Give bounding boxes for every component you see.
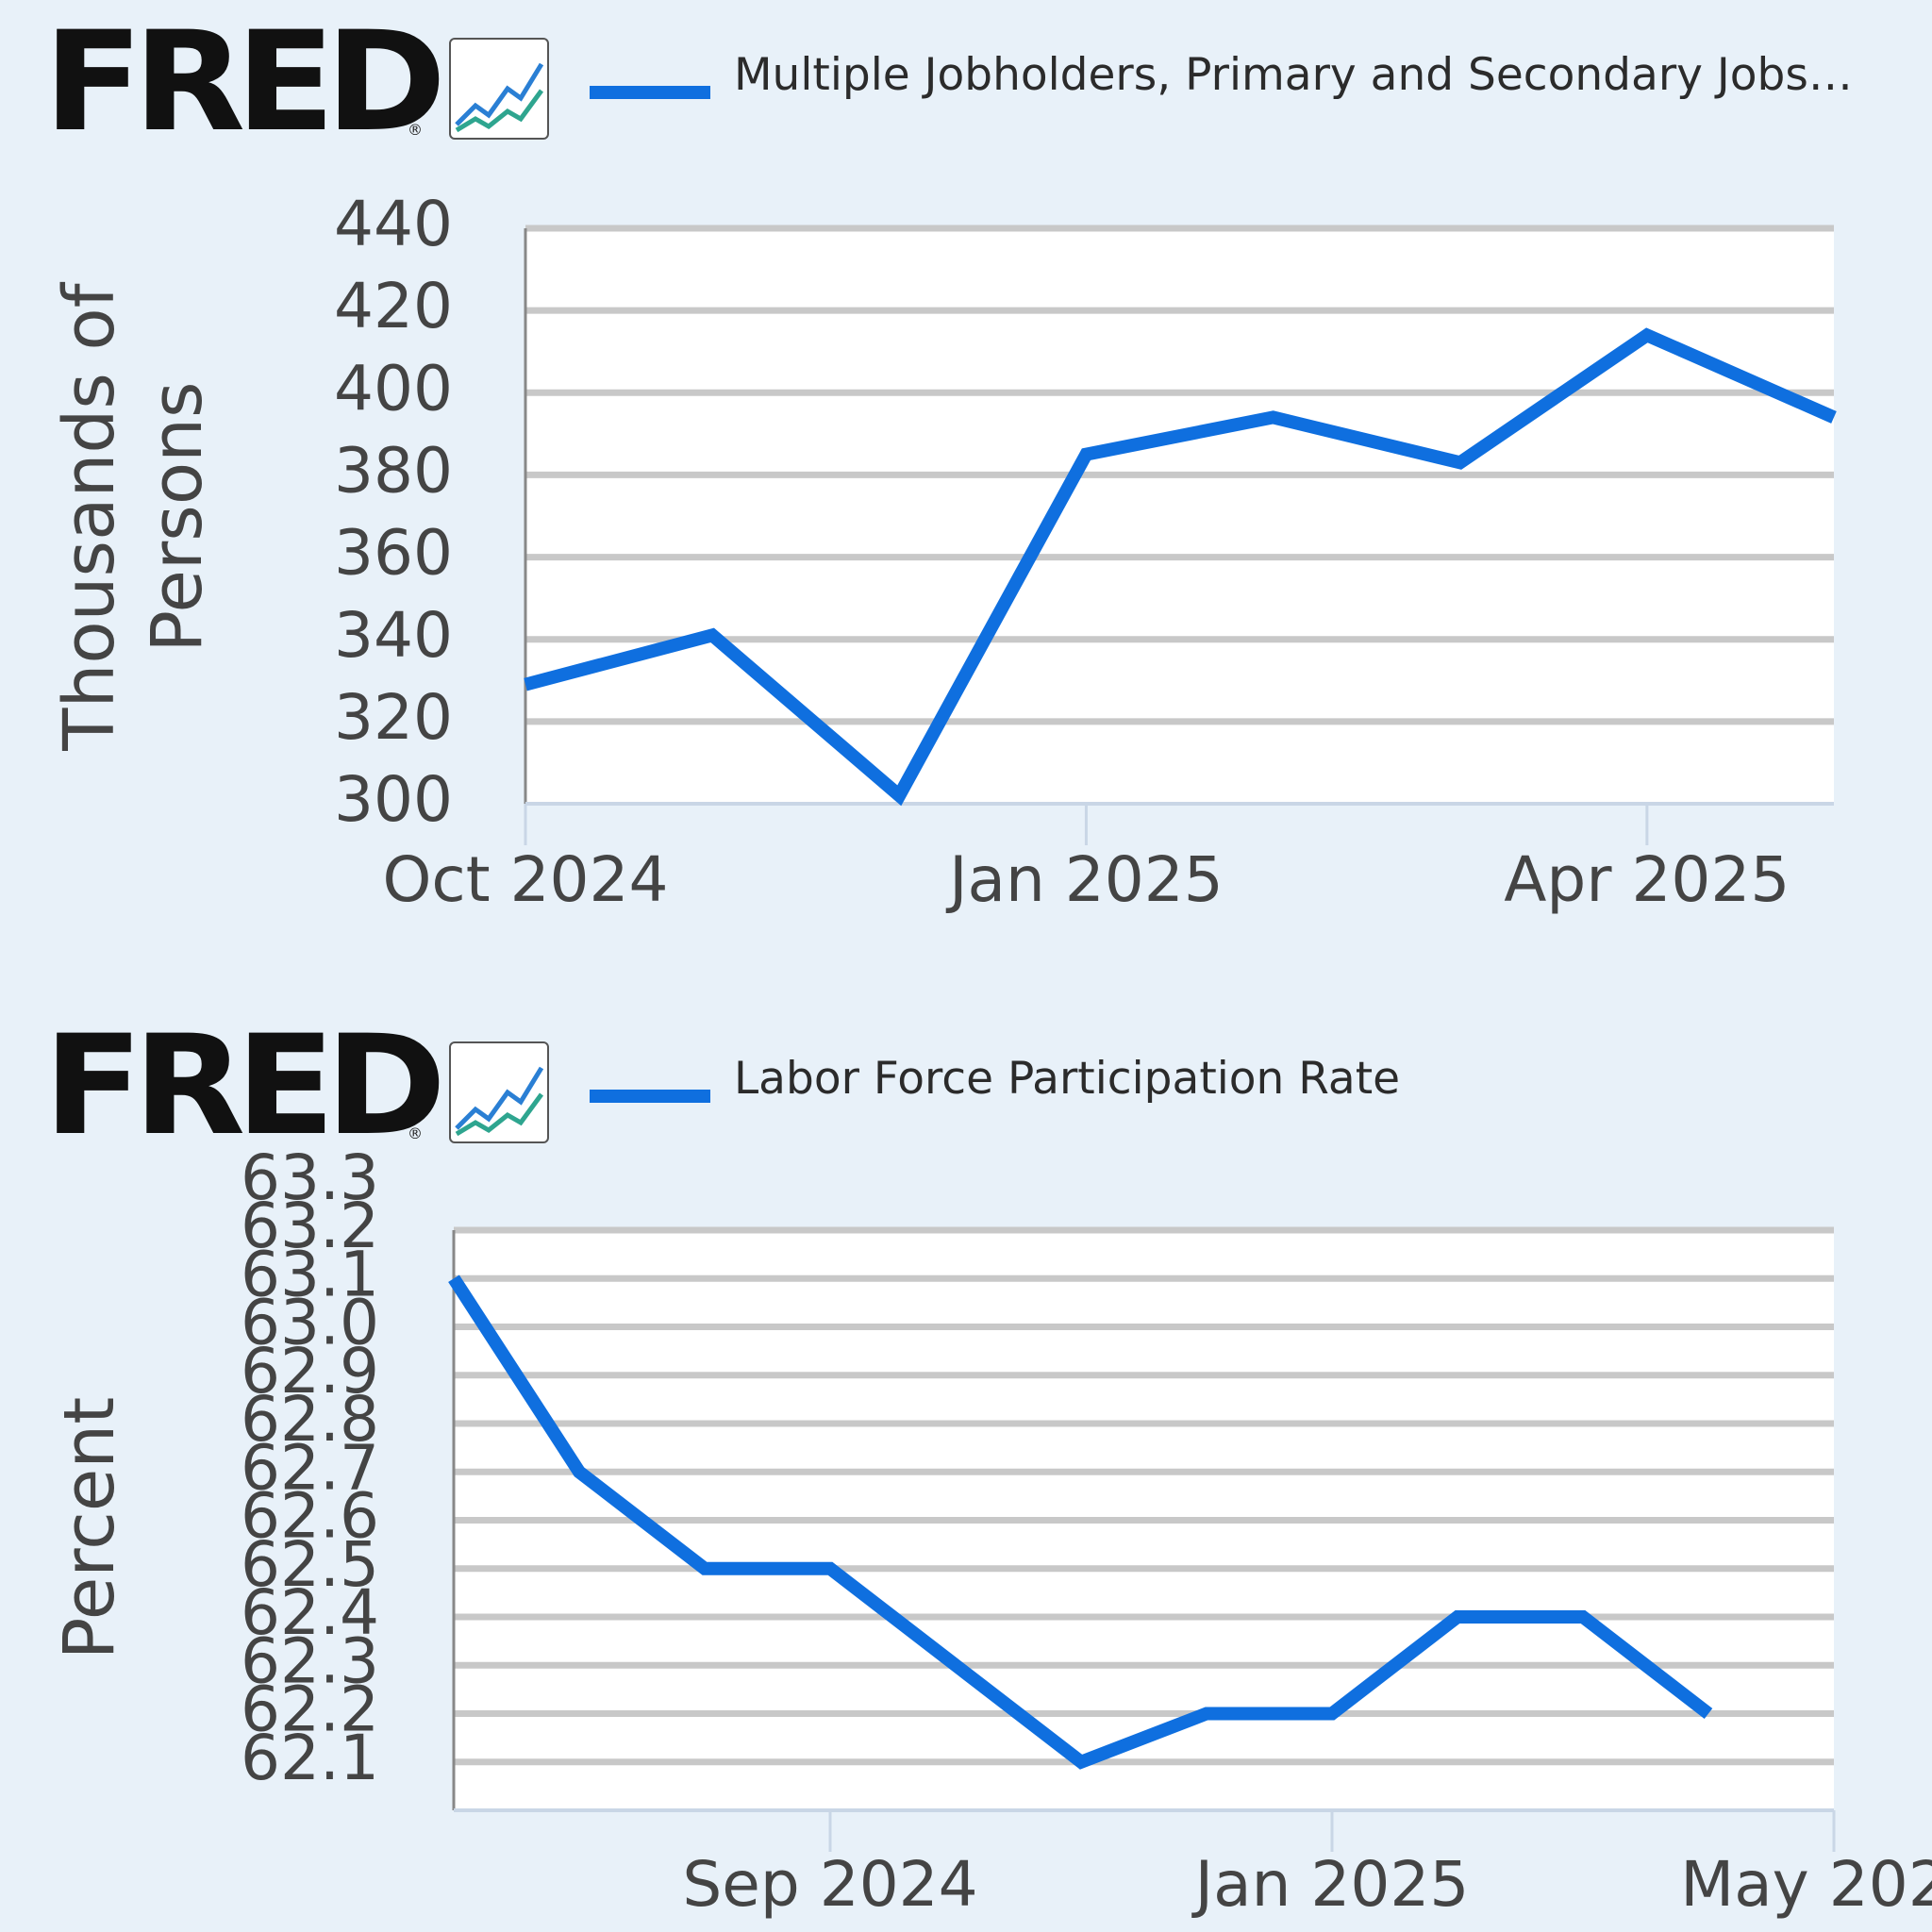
line-chart: 63.363.263.163.062.962.862.762.662.562.4… <box>49 1141 1932 1921</box>
y-tick-label: 62.2 <box>241 1674 379 1746</box>
plot-area <box>525 228 1834 804</box>
chart-panel-labor-force: FRED ® Labor Force Participation Rate 63… <box>0 1004 1932 1932</box>
x-tick-label: May 2025 <box>1680 1848 1932 1921</box>
y-tick-label: 62.6 <box>241 1480 379 1553</box>
y-tick-label: 63.3 <box>241 1141 379 1214</box>
y-tick-label: 62.7 <box>241 1431 379 1504</box>
y-axis-title: Percent <box>49 1397 130 1659</box>
fred-logo[interactable]: FRED <box>43 1006 446 1166</box>
y-tick-label: 63.1 <box>241 1238 379 1310</box>
fred-logo[interactable]: FRED <box>43 2 446 162</box>
legend-swatch <box>590 86 710 99</box>
chart-header: FRED ® Multiple Jobholders, Primary and … <box>0 0 1932 151</box>
y-tick-label: 360 <box>334 517 453 590</box>
chart-panel-multiple-jobholders: FRED ® Multiple Jobholders, Primary and … <box>0 0 1932 916</box>
registered-mark: ® <box>408 1124 423 1142</box>
y-axis-title: Thousands of <box>49 281 130 751</box>
registered-mark: ® <box>408 121 423 139</box>
y-tick-label: 340 <box>334 599 453 672</box>
y-tick-label: 63.0 <box>241 1287 379 1359</box>
x-tick-label: Jan 2025 <box>945 843 1224 916</box>
y-tick-label: 63.2 <box>241 1190 379 1262</box>
y-tick-label: 400 <box>334 352 453 425</box>
y-tick-label: 62.3 <box>241 1624 379 1697</box>
y-tick-label: 320 <box>334 681 453 754</box>
chart-header: FRED ® Labor Force Participation Rate <box>0 1004 1932 1155</box>
y-axis-title: Persons <box>137 381 218 652</box>
y-tick-label: 380 <box>334 434 453 507</box>
y-tick-label: 62.1 <box>241 1722 379 1794</box>
y-tick-label: 62.5 <box>241 1528 379 1601</box>
series-line <box>448 1274 1713 1770</box>
x-tick-label: Jan 2025 <box>1191 1848 1470 1921</box>
x-tick-label: Oct 2024 <box>382 843 668 916</box>
legend-swatch <box>590 1090 710 1103</box>
y-tick-label: 420 <box>334 270 453 342</box>
x-tick-label: Apr 2025 <box>1504 843 1790 916</box>
y-tick-label: 440 <box>334 188 453 260</box>
chart-icon[interactable] <box>449 38 549 140</box>
y-tick-label: 300 <box>334 763 453 836</box>
y-tick-label: 62.4 <box>241 1576 379 1649</box>
series-line <box>524 327 1837 807</box>
chart-icon[interactable] <box>449 1041 549 1143</box>
y-tick-label: 62.8 <box>241 1383 379 1456</box>
x-tick-label: Sep 2024 <box>682 1848 977 1921</box>
y-tick-label: 62.9 <box>241 1335 379 1407</box>
